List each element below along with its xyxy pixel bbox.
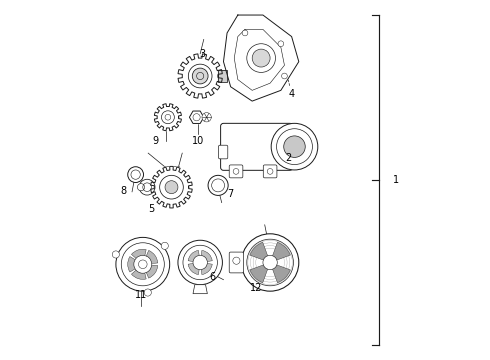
Wedge shape [131,249,146,264]
Text: 1: 1 [392,175,399,185]
Text: 7: 7 [227,189,234,199]
Polygon shape [193,285,207,294]
Circle shape [271,123,318,170]
FancyBboxPatch shape [229,165,243,178]
Text: 9: 9 [152,136,158,145]
Circle shape [160,175,183,199]
Text: 2: 2 [285,153,291,163]
Circle shape [208,175,228,195]
FancyBboxPatch shape [219,145,228,159]
Circle shape [144,289,151,296]
Wedge shape [131,264,146,279]
FancyBboxPatch shape [263,165,277,178]
FancyBboxPatch shape [220,123,293,170]
Polygon shape [178,54,222,98]
Text: 6: 6 [210,272,216,282]
Wedge shape [128,257,143,272]
Circle shape [242,234,299,291]
Circle shape [161,242,169,249]
Text: 11: 11 [135,290,147,300]
Wedge shape [250,242,270,262]
Circle shape [134,255,152,273]
Wedge shape [270,262,290,283]
Text: 4: 4 [289,89,294,99]
Circle shape [188,64,212,88]
Text: 8: 8 [120,186,126,196]
Circle shape [116,237,170,291]
Circle shape [284,136,305,157]
Circle shape [202,113,211,122]
FancyBboxPatch shape [229,252,244,273]
Wedge shape [250,262,270,283]
Circle shape [161,111,174,124]
FancyBboxPatch shape [218,69,227,82]
Polygon shape [151,166,192,208]
Circle shape [263,255,277,270]
Wedge shape [143,264,158,278]
Circle shape [178,240,222,285]
Circle shape [139,179,155,195]
Circle shape [165,181,178,194]
Wedge shape [188,251,200,262]
Polygon shape [190,111,204,123]
Text: 10: 10 [192,136,204,145]
Circle shape [192,68,208,84]
Polygon shape [223,15,299,101]
Circle shape [137,184,145,191]
Circle shape [247,44,275,72]
Wedge shape [270,242,290,262]
Wedge shape [188,262,200,275]
Wedge shape [200,262,212,275]
Circle shape [252,49,270,67]
Wedge shape [143,251,158,264]
Polygon shape [154,104,181,131]
Text: 3: 3 [199,49,205,59]
Circle shape [128,167,144,183]
Circle shape [242,30,248,36]
Text: 5: 5 [148,204,155,214]
Circle shape [282,73,287,79]
Text: 12: 12 [249,283,262,293]
Circle shape [193,255,207,270]
Wedge shape [200,251,212,262]
Circle shape [278,41,284,46]
Circle shape [112,251,120,258]
